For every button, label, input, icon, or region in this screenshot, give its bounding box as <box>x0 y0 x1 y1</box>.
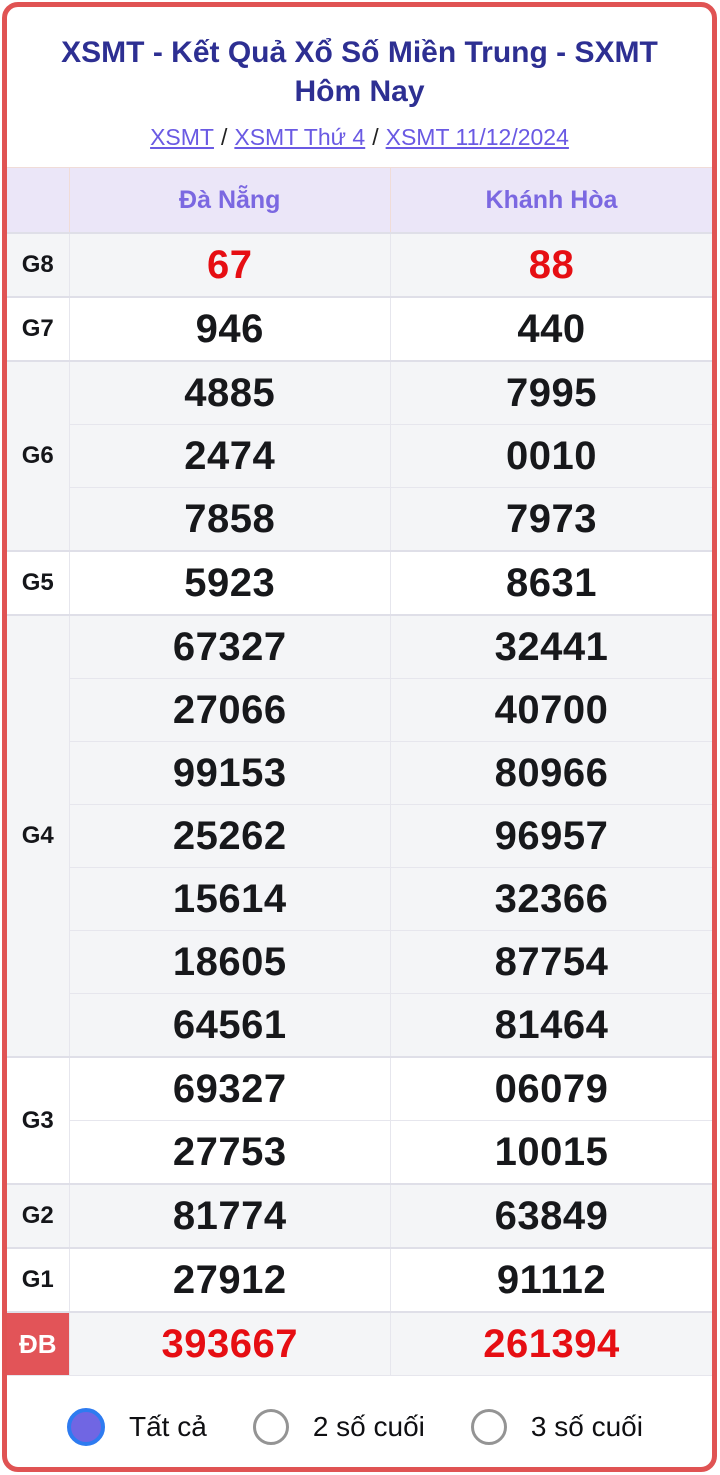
result-cell: 393667 <box>68 1311 391 1376</box>
table-row: 7858 7973 <box>7 487 712 552</box>
result-cell: 67 <box>68 232 391 298</box>
table-row: 25262 96957 <box>7 804 712 868</box>
table-row: G3 69327 06079 <box>7 1056 712 1185</box>
result-cell: 81774 <box>68 1183 391 1249</box>
table-row: 27066 40700 <box>7 678 712 742</box>
prize-label-g6: G6 <box>7 360 70 552</box>
breadcrumb-link-xsmt[interactable]: XSMT <box>150 124 214 150</box>
result-cell: 99153 <box>68 741 391 805</box>
breadcrumb-link-xsmt-thu-4[interactable]: XSMT Thứ 4 <box>234 124 366 150</box>
result-cell: 261394 <box>390 1311 712 1376</box>
result-cell: 7858 <box>68 487 391 552</box>
corner-header-cell <box>7 167 70 234</box>
result-cell: 80966 <box>390 741 712 805</box>
prize-label-g1: G1 <box>7 1247 70 1313</box>
result-cell: 15614 <box>68 867 391 931</box>
result-cell: 88 <box>390 232 712 298</box>
result-cell: 06079 <box>390 1056 712 1121</box>
table-row: 2474 0010 <box>7 424 712 488</box>
prize-label-g7: G7 <box>7 296 70 362</box>
breadcrumb-link-xsmt-date[interactable]: XSMT 11/12/2024 <box>385 124 569 150</box>
result-cell: 87754 <box>390 930 712 994</box>
result-cell: 27912 <box>68 1247 391 1313</box>
result-cell: 8631 <box>390 550 712 616</box>
breadcrumb-separator: / <box>372 124 379 150</box>
result-cell: 0010 <box>390 424 712 488</box>
result-cell: 40700 <box>390 678 712 742</box>
column-header-da-nang: Đà Nẵng <box>68 167 391 234</box>
result-cell: 25262 <box>68 804 391 868</box>
table-row: 18605 87754 <box>7 930 712 994</box>
page-title: XSMT - Kết Quả Xổ Số Miền Trung - SXMT H… <box>61 36 658 108</box>
result-cell: 27753 <box>68 1120 391 1185</box>
table-row: G8 67 88 <box>7 232 712 298</box>
prize-label-g8: G8 <box>7 232 70 298</box>
prize-label-g3: G3 <box>7 1056 70 1185</box>
result-cell: 64561 <box>68 993 391 1058</box>
result-cell: 7995 <box>390 360 712 425</box>
prize-label-db: ĐB <box>7 1311 70 1376</box>
result-cell: 91112 <box>390 1247 712 1313</box>
radio-unselected-icon <box>470 1409 507 1445</box>
table-row: G7 946 440 <box>7 296 712 362</box>
result-cell: 81464 <box>390 993 712 1058</box>
prize-label-g2: G2 <box>7 1183 70 1249</box>
table-row: 99153 80966 <box>7 741 712 805</box>
tail-filter-group: Tất cả 2 số cuối 3 số cuối <box>7 1376 712 1446</box>
result-cell: 10015 <box>390 1120 712 1185</box>
result-cell: 32366 <box>390 867 712 931</box>
radio-label: 3 số cuối <box>530 1411 643 1442</box>
prize-label-g5: G5 <box>7 550 70 616</box>
table-row: G1 27912 91112 <box>7 1247 712 1313</box>
result-cell: 18605 <box>68 930 391 994</box>
table-row: G4 67327 32441 <box>7 614 712 1058</box>
breadcrumb: XSMT / XSMT Thứ 4/XSMT 11/12/2024 <box>7 124 712 151</box>
table-row: ĐB 393667 261394 <box>7 1311 712 1376</box>
table-row: 64561 81464 <box>7 993 712 1058</box>
table-row: G6 4885 7995 <box>7 360 712 552</box>
table-header-row: Đà Nẵng Khánh Hòa <box>7 167 712 234</box>
result-cell: 67327 <box>68 614 391 679</box>
table-row: G5 5923 8631 <box>7 550 712 616</box>
result-cell: 27066 <box>68 678 391 742</box>
result-cell: 2474 <box>68 424 391 488</box>
result-cell: 69327 <box>68 1056 391 1121</box>
radio-label: Tất cả <box>129 1411 207 1442</box>
radio-label: 2 số cuối <box>312 1411 425 1442</box>
prize-label-g4: G4 <box>7 614 70 1058</box>
result-cell: 440 <box>390 296 712 362</box>
result-cell: 4885 <box>68 360 391 425</box>
table-row: 15614 32366 <box>7 867 712 931</box>
result-cell: 63849 <box>390 1183 712 1249</box>
results-table: Đà Nẵng Khánh Hòa G8 67 88 G7 946 440 G6… <box>7 167 712 1376</box>
table-row: 27753 10015 <box>7 1120 712 1185</box>
table-row: G2 81774 63849 <box>7 1183 712 1249</box>
radio-option-all[interactable]: Tất cả <box>67 1408 207 1446</box>
result-cell: 96957 <box>390 804 712 868</box>
breadcrumb-separator: / <box>220 124 228 150</box>
result-cell: 5923 <box>68 550 391 616</box>
radio-unselected-icon <box>252 1409 289 1445</box>
result-cell: 946 <box>68 296 391 362</box>
result-cell: 7973 <box>390 487 712 552</box>
radio-option-last-2-digits[interactable]: 2 số cuối <box>252 1409 425 1445</box>
radio-selected-icon <box>67 1408 105 1446</box>
radio-option-last-3-digits[interactable]: 3 số cuối <box>470 1409 643 1445</box>
result-cell: 32441 <box>390 614 712 679</box>
column-header-khanh-hoa: Khánh Hòa <box>390 167 712 234</box>
